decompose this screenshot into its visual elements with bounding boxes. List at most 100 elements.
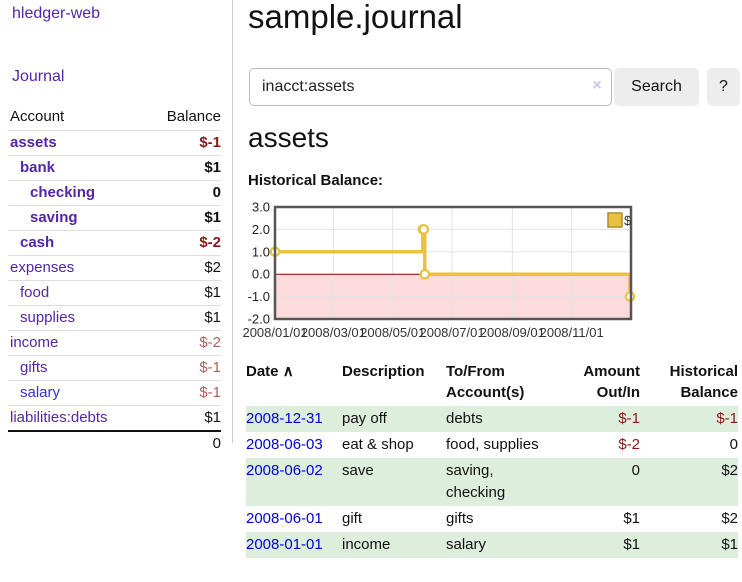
account-row: checking 0 (8, 180, 221, 206)
transaction-row: 2008-01-01 income salary $1 $1 (246, 532, 738, 558)
accounts-total-row: 0 (8, 430, 221, 456)
transaction-balance: $2 (721, 510, 738, 527)
x-axis-tick-label: 2008/07/01 (419, 325, 484, 340)
sidebar-item-journal[interactable]: Journal (12, 68, 65, 85)
account-link[interactable]: checking (30, 184, 96, 201)
account-link[interactable]: expenses (10, 259, 75, 276)
account-balance: $1 (144, 305, 221, 331)
transaction-description: gift (342, 510, 363, 527)
x-axis-tick-label: 2008/11/01 (540, 325, 604, 340)
y-axis-tick-label: 0.0 (252, 267, 270, 282)
account-balance: $-2 (144, 230, 221, 256)
account-link[interactable]: saving (30, 209, 78, 226)
account-row: salary $-1 (8, 380, 221, 406)
transaction-amount: $-2 (618, 436, 640, 453)
transaction-balance: $1 (721, 536, 738, 553)
transaction-accounts: salary (446, 536, 487, 553)
account-row: expenses $2 (8, 255, 221, 281)
description-column-header: Description (342, 363, 425, 380)
account-balance: $1 (144, 205, 221, 231)
register-table: Date ∧ Description To/From Account(s) Amo… (246, 358, 738, 558)
account-balance: $-1 (144, 380, 221, 406)
app-brand-link[interactable]: hledger-web (12, 5, 101, 22)
account-balance: 0 (144, 180, 221, 206)
account-row: supplies $1 (8, 305, 221, 331)
account-link[interactable]: assets (10, 134, 57, 151)
account-link[interactable]: salary (20, 384, 61, 401)
account-link[interactable]: food (20, 284, 50, 301)
transaction-accounts: food, supplies (446, 436, 539, 453)
search-form: × Search ? (246, 68, 742, 106)
x-axis-tick-label: 2008/05/01 (360, 325, 425, 340)
account-heading: assets (248, 122, 329, 153)
account-balance: $1 (144, 155, 221, 181)
x-axis-tick-label: 2008/01/01 (242, 325, 307, 340)
chart-title: Historical Balance: (248, 172, 384, 189)
account-balance: $-1 (144, 130, 221, 156)
transaction-amount: $1 (623, 536, 640, 553)
search-input[interactable] (249, 68, 612, 106)
x-axis-tick-label: 2008/03/01 (301, 325, 366, 340)
account-balance: $1 (144, 280, 221, 306)
y-axis-tick-label: 3.0 (252, 200, 270, 215)
accounts-column-header: To/From Account(s) (446, 363, 525, 401)
transaction-row: 2008-12-31 pay off debts $-1 $-1 (246, 406, 738, 432)
accounts-total-value: 0 (144, 430, 221, 456)
transaction-date-link[interactable]: 2008-06-03 (246, 436, 323, 453)
amount-column-header: Amount Out/In (583, 363, 640, 401)
account-link[interactable]: bank (20, 159, 56, 176)
transaction-date-link[interactable]: 2008-12-31 (246, 410, 323, 427)
account-link[interactable]: supplies (20, 309, 76, 326)
transaction-date-link[interactable]: 2008-06-02 (246, 462, 323, 479)
account-column-header: Account (10, 108, 65, 125)
account-row: saving $1 (8, 205, 221, 231)
balance-column-header: Balance (166, 108, 221, 125)
account-row: assets $-1 (8, 130, 221, 156)
page-title: sample.journal (248, 0, 463, 35)
transaction-amount: 0 (631, 462, 640, 479)
account-balance: $2 (144, 255, 221, 281)
account-row: bank $1 (8, 155, 221, 181)
sort-ascending-icon: ∧ (282, 363, 294, 380)
clear-search-icon[interactable]: × (592, 77, 602, 94)
y-axis-tick-label: -2.0 (248, 312, 270, 327)
date-column-header[interactable]: Date ∧ (246, 363, 294, 380)
register-header-row: Date ∧ Description To/From Account(s) Amo… (246, 358, 738, 406)
account-row: income $-2 (8, 330, 221, 356)
historical-balance-column-header: Historical Balance (669, 363, 738, 401)
transaction-accounts: debts (446, 410, 483, 427)
account-balance: $-1 (144, 355, 221, 381)
y-axis-tick-label: 2.0 (252, 222, 270, 237)
x-axis-tick-label: 2008/09/01 (480, 325, 545, 340)
account-row: gifts $-1 (8, 355, 221, 381)
account-row: food $1 (8, 280, 221, 306)
historical-balance-chart[interactable]: $3.0 2.0 1.0 0.0 -1.0 -2.0 2008/01/01 2008/03/0… (242, 200, 716, 345)
account-row: cash $-2 (8, 230, 221, 256)
transaction-balance: $-1 (716, 410, 738, 427)
account-link[interactable]: cash (20, 234, 55, 251)
search-button[interactable]: Search (614, 68, 699, 106)
transaction-accounts: saving, checking (446, 462, 506, 501)
account-balance: $-2 (144, 330, 221, 356)
help-button[interactable]: ? (707, 68, 740, 106)
transaction-accounts: gifts (446, 510, 474, 527)
account-link[interactable]: gifts (20, 359, 48, 376)
sidebar: hledger-web Journal Account Balance asse… (0, 0, 233, 456)
transaction-balance: $2 (721, 462, 738, 479)
accounts-table-header: Account Balance (8, 104, 221, 131)
spacer (8, 430, 145, 456)
main-content: sample.journal × Search ? assets Histori… (242, 0, 742, 582)
accounts-table: Account Balance assets $-1 bank $1 check… (8, 104, 221, 456)
legend-label: $ (624, 213, 632, 228)
account-balance: $1 (144, 405, 221, 431)
transaction-row: 2008-06-01 gift gifts $1 $2 (246, 506, 738, 532)
transaction-balance: 0 (729, 436, 738, 453)
transaction-date-link[interactable]: 2008-06-01 (246, 510, 323, 527)
transaction-description: income (342, 536, 391, 553)
transaction-date-link[interactable]: 2008-01-01 (246, 536, 323, 553)
account-link[interactable]: liabilities:debts (10, 409, 108, 426)
account-link[interactable]: income (10, 334, 59, 351)
transaction-row: 2008-06-03 eat & shop food, supplies $-2… (246, 432, 738, 458)
legend-swatch (607, 212, 623, 228)
y-axis-tick-label: 1.0 (252, 244, 270, 259)
